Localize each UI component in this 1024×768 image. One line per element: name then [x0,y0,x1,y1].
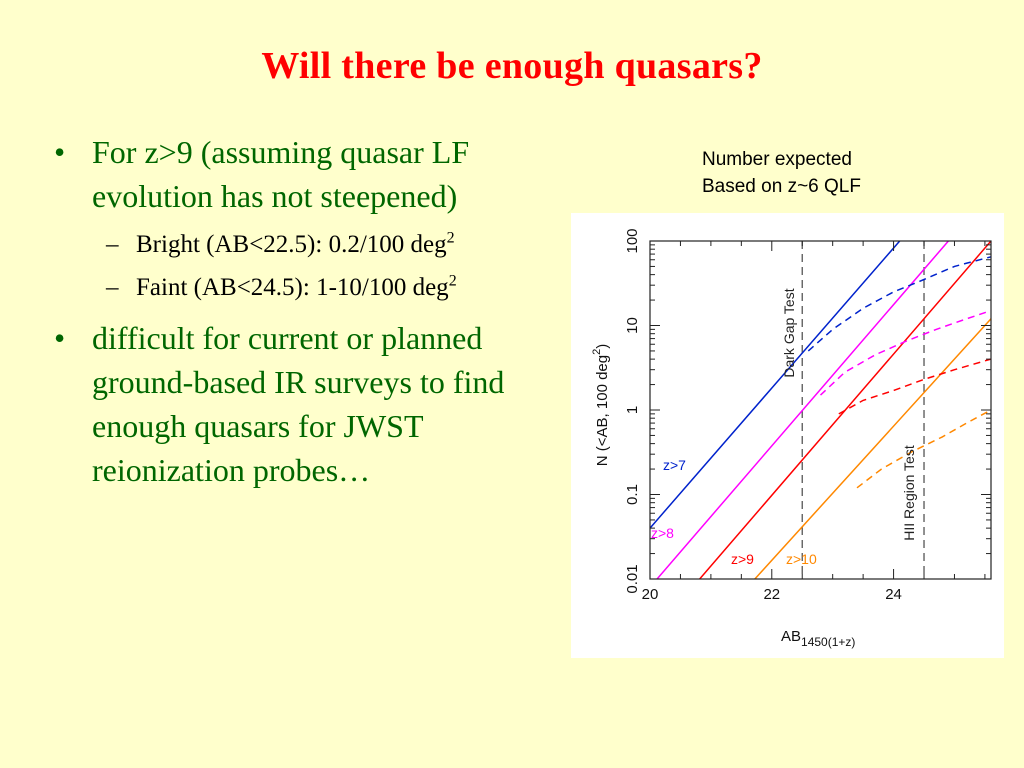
y-tick-label: 10 [624,317,641,334]
slide-title: Will there be enough quasars? [261,45,763,87]
series-line [698,241,991,579]
reference-line-label: HII Region Test [901,445,917,541]
series-label: z>8 [651,525,674,541]
series-line [650,241,901,529]
series-line-dashed [856,409,991,489]
bullet-text: For z>9 (assuming quasar LF evolution ha… [92,134,470,214]
sub-bullet-item: – Faint (AB<24.5): 1-10/100 deg2 [106,271,524,304]
chart-caption: Number expected Based on z~6 QLF [702,146,861,200]
series-line-dashed [819,309,991,396]
sub-bullet-item: – Bright (AB<22.5): 0.2/100 deg2 [106,228,524,261]
series-line-dashed [838,358,991,415]
chart-panel: 20 22 24 0.01 0.1 1 10 100 AB1450(1+z) N (<AB, 10… [571,213,1004,658]
x-tick-label: 20 [642,586,659,603]
bullet-icon: • [54,320,66,356]
caption-line: Based on z~6 QLF [702,176,861,197]
series-line-dashed [807,256,991,352]
caption-line: Number expected [702,149,852,170]
y-tick-label: 100 [624,228,641,253]
dash-icon: – [106,231,119,258]
dash-icon: – [106,274,119,301]
series-line [656,241,949,579]
superscript: 2 [446,229,455,247]
chart-svg: 20 22 24 0.01 0.1 1 10 100 AB1450(1+z) N (<AB, 10… [591,228,992,649]
series-label: z>9 [731,551,754,567]
series-label: z>7 [663,457,686,473]
y-tick-label: 1 [624,406,641,414]
sub-bullet-text: Bright (AB<22.5): 0.2/100 deg [136,231,447,258]
sub-bullet-text: Faint (AB<24.5): 1-10/100 deg [136,274,449,301]
x-tick-label: 22 [763,586,780,603]
x-tick-label: 24 [885,586,902,603]
bullet-item: • For z>9 (assuming quasar LF evolution … [54,130,524,218]
y-axis-label: N (<AB, 100 deg2) [591,344,611,466]
reference-line-label: Dark Gap Test [781,288,797,377]
series-line [753,318,991,579]
series-label: z>10 [786,551,817,567]
bullet-item: • difficult for current or planned groun… [54,316,524,492]
y-tick-label: 0.01 [624,564,641,593]
bullet-text: difficult for current or planned ground-… [92,320,505,488]
x-axis-label: AB1450(1+z) [781,628,855,649]
bullet-list: • For z>9 (assuming quasar LF evolution … [54,130,524,492]
bullet-icon: • [54,134,66,170]
y-tick-label: 0.1 [624,484,641,505]
superscript: 2 [448,272,457,290]
